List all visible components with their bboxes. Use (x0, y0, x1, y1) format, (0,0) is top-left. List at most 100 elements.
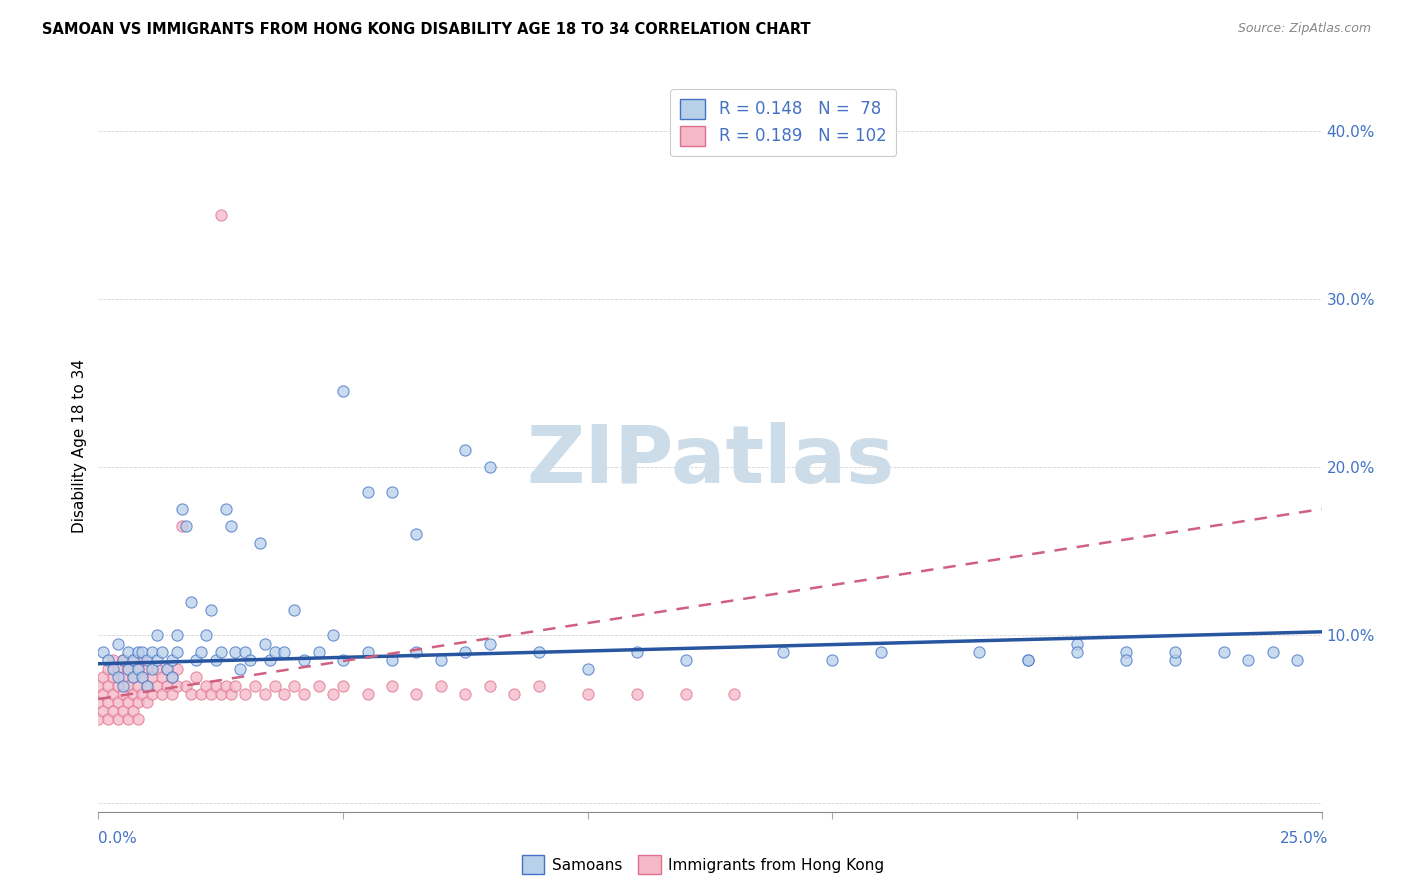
Point (1115, 645, 1137, 659)
Point (101, 662, 124, 676)
Point (381, 653, 404, 667)
Point (107, 695, 129, 709)
Point (214, 679, 236, 693)
Y-axis label: Disability Age 18 to 34: Disability Age 18 to 34 (72, 359, 87, 533)
Text: 0.0%: 0.0% (98, 831, 138, 846)
Point (381, 679, 404, 693)
Point (150, 645, 173, 659)
Point (626, 645, 648, 659)
Point (131, 670, 153, 684)
Point (454, 645, 477, 659)
Point (136, 695, 159, 709)
Point (821, 653, 844, 667)
Point (160, 653, 183, 667)
Point (527, 679, 550, 693)
Point (283, 679, 305, 693)
Point (127, 679, 149, 693)
Point (233, 645, 256, 659)
Point (1164, 645, 1187, 659)
Point (332, 384, 354, 399)
Point (292, 687, 315, 701)
Point (195, 679, 218, 693)
Point (214, 502, 236, 516)
Point (97, 662, 120, 676)
Point (107, 636, 129, 650)
Point (117, 662, 139, 676)
Point (97, 712, 120, 726)
Point (131, 687, 153, 701)
Point (503, 687, 526, 701)
Point (136, 679, 159, 693)
Point (243, 679, 266, 693)
Point (478, 679, 501, 693)
Point (405, 645, 427, 659)
Point (111, 704, 134, 718)
Point (111, 679, 134, 693)
Point (233, 687, 256, 701)
Point (127, 712, 149, 726)
Legend: Samoans, Immigrants from Hong Kong: Samoans, Immigrants from Hong Kong (516, 849, 890, 880)
Point (870, 645, 893, 659)
Point (967, 645, 990, 659)
Point (381, 485, 404, 500)
Point (136, 679, 159, 693)
Point (127, 645, 149, 659)
Point (283, 603, 305, 617)
Point (200, 603, 222, 617)
Point (166, 679, 188, 693)
Point (478, 636, 501, 650)
Point (156, 679, 179, 693)
Point (117, 695, 139, 709)
Point (675, 653, 697, 667)
Point (308, 679, 330, 693)
Point (259, 653, 281, 667)
Point (166, 645, 188, 659)
Point (527, 645, 550, 659)
Point (91, 670, 114, 684)
Point (141, 687, 163, 701)
Point (146, 628, 169, 642)
Point (160, 687, 183, 701)
Point (273, 645, 295, 659)
Point (675, 687, 697, 701)
Point (107, 662, 129, 676)
Point (253, 687, 276, 701)
Point (141, 662, 163, 676)
Point (121, 687, 143, 701)
Point (332, 653, 354, 667)
Point (229, 662, 252, 676)
Point (356, 485, 378, 500)
Point (170, 519, 193, 533)
Point (224, 645, 246, 659)
Point (180, 594, 202, 608)
Point (117, 645, 139, 659)
Point (1066, 645, 1088, 659)
Point (97, 653, 120, 667)
Point (107, 679, 129, 693)
Point (101, 704, 124, 718)
Point (190, 645, 212, 659)
Point (127, 695, 149, 709)
Point (87, 695, 110, 709)
Point (136, 653, 159, 667)
Point (87, 712, 110, 726)
Point (101, 670, 124, 684)
Point (308, 645, 330, 659)
Legend: R = 0.148   N =  78, R = 0.189   N = 102: R = 0.148 N = 78, R = 0.189 N = 102 (671, 88, 897, 156)
Point (273, 687, 295, 701)
Point (263, 645, 285, 659)
Point (1286, 653, 1309, 667)
Point (1017, 653, 1039, 667)
Point (121, 670, 143, 684)
Point (170, 502, 193, 516)
Point (176, 679, 198, 693)
Point (117, 712, 139, 726)
Text: Source: ZipAtlas.com: Source: ZipAtlas.com (1237, 22, 1371, 36)
Point (576, 687, 599, 701)
Point (772, 645, 794, 659)
Point (219, 687, 242, 701)
Point (263, 679, 285, 693)
Point (121, 653, 143, 667)
Point (454, 687, 477, 701)
Point (723, 687, 745, 701)
